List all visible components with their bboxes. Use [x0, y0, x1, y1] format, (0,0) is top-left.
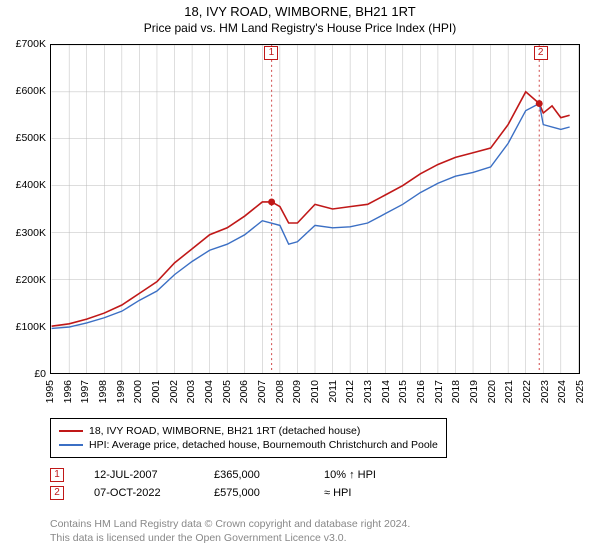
x-axis-label: 1996 [62, 380, 74, 403]
x-axis-label: 2003 [185, 380, 197, 403]
x-axis-label: 2013 [362, 380, 374, 403]
sale-row: 2 07-OCT-2022 £575,000 ≈ HPI [50, 484, 404, 502]
sale-hpi-diff: 10% ↑ HPI [324, 469, 404, 481]
sales-table: 1 12-JUL-2007 £365,000 10% ↑ HPI 2 07-OCT-202… [50, 466, 404, 502]
x-axis-label: 2008 [274, 380, 286, 403]
x-axis-label: 2000 [132, 380, 144, 403]
chart-title: 18, IVY ROAD, WIMBORNE, BH21 1RT [0, 0, 600, 19]
x-axis-label: 1999 [115, 380, 127, 403]
x-axis-label: 2019 [468, 380, 480, 403]
x-axis-label: 2017 [433, 380, 445, 403]
x-axis-label: 2006 [238, 380, 250, 403]
y-axis-label: £400K [2, 179, 46, 191]
x-axis-label: 2025 [574, 380, 586, 403]
sale-row: 1 12-JUL-2007 £365,000 10% ↑ HPI [50, 466, 404, 484]
x-axis-label: 2014 [380, 380, 392, 403]
sale-date: 07-OCT-2022 [94, 487, 184, 499]
x-axis-label: 2005 [221, 380, 233, 403]
legend-label: HPI: Average price, detached house, Bour… [89, 439, 438, 451]
footer-line-2: This data is licensed under the Open Gov… [50, 532, 410, 546]
x-axis-label: 2024 [556, 380, 568, 403]
sale-marker-1: 1 [264, 46, 278, 60]
x-axis-label: 2009 [291, 380, 303, 403]
x-axis-label: 2010 [309, 380, 321, 403]
sale-marker-icon: 1 [50, 468, 64, 482]
line-chart [50, 44, 580, 374]
legend-label: 18, IVY ROAD, WIMBORNE, BH21 1RT (detach… [89, 425, 360, 437]
x-axis-label: 2023 [539, 380, 551, 403]
y-axis-label: £100K [2, 321, 46, 333]
footer-attribution: Contains HM Land Registry data © Crown c… [50, 518, 410, 545]
x-axis-label: 2004 [203, 380, 215, 403]
legend-item: 18, IVY ROAD, WIMBORNE, BH21 1RT (detach… [59, 424, 438, 438]
x-axis-label: 2011 [327, 380, 339, 403]
footer-line-1: Contains HM Land Registry data © Crown c… [50, 518, 410, 532]
y-axis-label: £300K [2, 227, 46, 239]
x-axis-label: 1995 [44, 380, 56, 403]
x-axis-label: 2018 [450, 380, 462, 403]
x-axis-label: 2020 [486, 380, 498, 403]
legend: 18, IVY ROAD, WIMBORNE, BH21 1RT (detach… [50, 418, 447, 458]
chart-container: 18, IVY ROAD, WIMBORNE, BH21 1RT Price p… [0, 0, 600, 560]
legend-swatch [59, 430, 83, 432]
y-axis-label: £700K [2, 38, 46, 50]
x-axis-label: 2001 [150, 380, 162, 403]
x-axis-label: 2021 [503, 380, 515, 403]
x-axis-label: 2007 [256, 380, 268, 403]
x-axis-label: 2012 [344, 380, 356, 403]
chart-subtitle: Price paid vs. HM Land Registry's House … [0, 19, 600, 41]
sale-date: 12-JUL-2007 [94, 469, 184, 481]
x-axis-label: 1997 [79, 380, 91, 403]
sale-marker-2: 2 [534, 46, 548, 60]
sale-hpi-diff: ≈ HPI [324, 487, 404, 499]
legend-swatch [59, 444, 83, 446]
legend-item: HPI: Average price, detached house, Bour… [59, 438, 438, 452]
x-axis-label: 1998 [97, 380, 109, 403]
y-axis-label: £600K [2, 85, 46, 97]
x-axis-label: 2002 [168, 380, 180, 403]
x-axis-label: 2022 [521, 380, 533, 403]
sale-price: £575,000 [214, 487, 294, 499]
y-axis-label: £0 [2, 368, 46, 380]
x-axis-label: 2016 [415, 380, 427, 403]
x-axis-label: 2015 [397, 380, 409, 403]
y-axis-label: £200K [2, 274, 46, 286]
sale-marker-icon: 2 [50, 486, 64, 500]
y-axis-label: £500K [2, 132, 46, 144]
sale-price: £365,000 [214, 469, 294, 481]
chart-area: £0£100K£200K£300K£400K£500K£600K£700K199… [50, 44, 580, 374]
